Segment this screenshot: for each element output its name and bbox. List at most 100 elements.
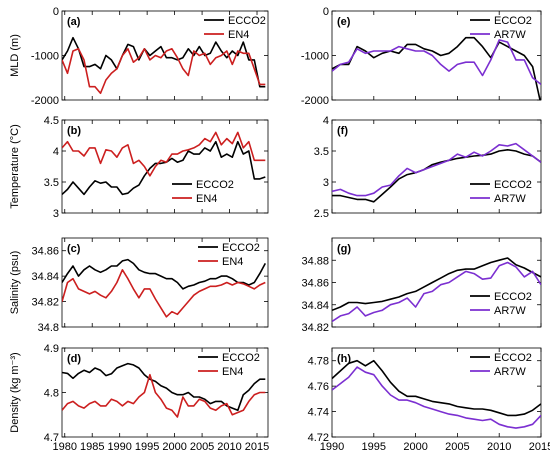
panel-c-ylabel: Salinity (psu) xyxy=(9,251,21,315)
panel-h-label: (h) xyxy=(337,353,351,365)
panel-e-label: (e) xyxy=(337,16,351,28)
panel-f: 2.5 3 3.5 4 (f) ECCO2 AR7W xyxy=(314,115,542,220)
panel-h-ytick-label: 4.76 xyxy=(308,381,329,393)
panel-g-series-ar7w xyxy=(332,261,541,323)
panel-a-legend: ECCO2 EN4 xyxy=(204,15,266,41)
panel-f-ytick-label: 3.5 xyxy=(314,146,329,158)
panel-h-ytick-label: 4.72 xyxy=(308,432,329,444)
panel-e-legend: ECCO2 AR7W xyxy=(470,15,532,41)
panel-d-xtick-label: 1990 xyxy=(107,441,131,453)
panel-f-label: (f) xyxy=(337,125,348,137)
panel-b-ytick-label: 3.5 xyxy=(44,177,59,189)
panel-d-xtick-label: 2005 xyxy=(190,441,214,453)
panel-e-legend-label-ecco2: ECCO2 xyxy=(494,15,532,27)
panel-c-series-ecco2 xyxy=(62,258,267,290)
panel-d-ytick-label: 4.8 xyxy=(44,388,59,400)
panel-b-legend-label-ecco2: ECCO2 xyxy=(196,179,234,191)
panel-a-ytick-label: -1000 xyxy=(31,51,59,63)
panel-d: 4.7 4.8 4.9 1980 1985 1990 1995 2000 2005 2010 201… xyxy=(9,343,269,453)
panel-d-legend: ECCO2 EN4 xyxy=(198,352,260,378)
panel-c-legend: ECCO2 EN4 xyxy=(198,242,260,268)
panel-e-ytick-label: -1000 xyxy=(301,51,329,63)
panel-h-xtick-label: 2005 xyxy=(445,441,469,453)
panel-f-ytick-label: 3 xyxy=(323,177,329,189)
panel-b-series-en4 xyxy=(62,131,266,177)
panel-a-legend-label-ecco2: ECCO2 xyxy=(228,15,266,27)
panel-b-ytick-label: 3 xyxy=(53,208,59,220)
panel-h-xtick-label: 2000 xyxy=(403,441,427,453)
panel-b-series-ecco2 xyxy=(62,140,266,196)
panel-f-series-ar7w xyxy=(332,142,541,197)
panel-c-ytick-label: 34.86 xyxy=(31,246,59,258)
panel-g-label: (g) xyxy=(337,243,351,255)
panel-h-legend-label-ar7w: AR7W xyxy=(494,366,526,378)
panel-d-series-en4 xyxy=(62,373,266,418)
panel-e-series-ar7w xyxy=(332,39,541,86)
panel-h-frame xyxy=(331,347,542,438)
panel-a-label: (a) xyxy=(67,16,81,28)
panel-g-legend: ECCO2 AR7W xyxy=(470,291,532,317)
panel-h-xtick-label: 1995 xyxy=(362,441,386,453)
panel-h: 4.72 4.74 4.76 4.78 1990 1995 2000 2005 2010 2015… xyxy=(308,347,550,453)
panel-d-ytick-label: 4.7 xyxy=(44,432,59,444)
panel-f-series-ecco2 xyxy=(332,149,541,203)
panel-f-legend: ECCO2 AR7W xyxy=(470,179,532,205)
panel-b-legend-label-en4: EN4 xyxy=(196,193,217,205)
panel-a-ylabel: MLD (m) xyxy=(9,34,21,77)
panel-h-ytick-label: 4.78 xyxy=(308,356,329,368)
panel-b-frame xyxy=(61,119,269,214)
panel-d-xtick-label: 2000 xyxy=(162,441,186,453)
panel-d-label: (d) xyxy=(67,353,81,365)
panel-b-legend: ECCO2 EN4 xyxy=(172,179,234,205)
panel-f-frame xyxy=(331,119,542,214)
panel-h-legend-label-ecco2: ECCO2 xyxy=(494,352,532,364)
panel-c: 34.8 34.82 34.84 34.86 Salinity (psu) (c) ECCO… xyxy=(9,237,269,334)
panel-c-legend-label-ecco2: ECCO2 xyxy=(222,242,260,254)
panel-d-ylabel: Density (kg m⁻³) xyxy=(9,352,21,432)
panel-d-xtick-label: 1985 xyxy=(80,441,104,453)
panel-c-ytick-label: 34.8 xyxy=(38,322,59,334)
panel-a-ytick-label: -2000 xyxy=(31,95,59,107)
panel-g-ytick-label: 34.84 xyxy=(301,300,329,312)
panel-g-legend-label-ecco2: ECCO2 xyxy=(494,291,532,303)
panel-d-ytick-label: 4.9 xyxy=(44,343,59,355)
panel-f-legend-label-ecco2: ECCO2 xyxy=(494,179,532,191)
panel-d-series-ecco2 xyxy=(62,362,266,412)
panel-g-ytick-label: 34.88 xyxy=(301,255,329,267)
panel-c-ytick-label: 34.82 xyxy=(31,297,59,309)
panel-a-series-ecco2 xyxy=(62,36,266,88)
panel-d-legend-label-en4: EN4 xyxy=(222,366,243,378)
panel-h-series-ecco2 xyxy=(332,359,541,417)
panel-d-xtick-label: 2015 xyxy=(245,441,269,453)
panel-e: 0 -1000 -2000 (e) ECCO2 AR7W xyxy=(301,6,542,107)
panel-h-xtick-label: 1990 xyxy=(320,441,344,453)
panel-e-ytick-label: -2000 xyxy=(301,95,329,107)
panel-e-ytick-label: 0 xyxy=(323,6,329,18)
panel-f-legend-label-ar7w: AR7W xyxy=(494,193,526,205)
panel-c-legend-label-en4: EN4 xyxy=(222,256,243,268)
panel-b-ylabel: Temperature (°C) xyxy=(9,124,21,208)
panel-h-series-ar7w xyxy=(332,366,541,429)
panel-a-series-en4 xyxy=(62,47,266,95)
panel-b: 3 3.5 4 4.5 Temperature (°C) (b) ECCO2 EN4 xyxy=(9,115,269,220)
panel-h-ytick-label: 4.74 xyxy=(308,407,329,419)
panel-b-ytick-label: 4 xyxy=(53,146,59,158)
panel-h-xtick-label: 2015 xyxy=(529,441,550,453)
panel-d-legend-label-ecco2: ECCO2 xyxy=(222,352,260,364)
panel-g: 34.82 34.84 34.86 34.88 (g) ECCO2 AR7W xyxy=(301,237,542,334)
panel-a: 0 -1000 -2000 MLD (m) (a) ECCO2 EN4 xyxy=(9,6,269,107)
panel-d-xtick-label: 1995 xyxy=(135,441,159,453)
panel-d-xtick-label: 2010 xyxy=(217,441,241,453)
panel-c-series-en4 xyxy=(62,268,266,318)
panel-g-ytick-label: 34.86 xyxy=(301,278,329,290)
panel-a-ytick-label: 0 xyxy=(53,6,59,18)
panel-h-legend: ECCO2 AR7W xyxy=(470,352,532,378)
panel-h-xtick-label: 2010 xyxy=(487,441,511,453)
panel-b-ytick-label: 4.5 xyxy=(44,115,59,127)
panel-a-legend-label-en4: EN4 xyxy=(228,29,249,41)
panel-d-xtick-label: 1980 xyxy=(53,441,77,453)
panel-b-label: (b) xyxy=(67,125,81,137)
panel-g-series-ecco2 xyxy=(332,257,541,312)
panel-f-ytick-label: 4 xyxy=(323,115,329,127)
panel-f-ytick-label: 2.5 xyxy=(314,208,329,220)
